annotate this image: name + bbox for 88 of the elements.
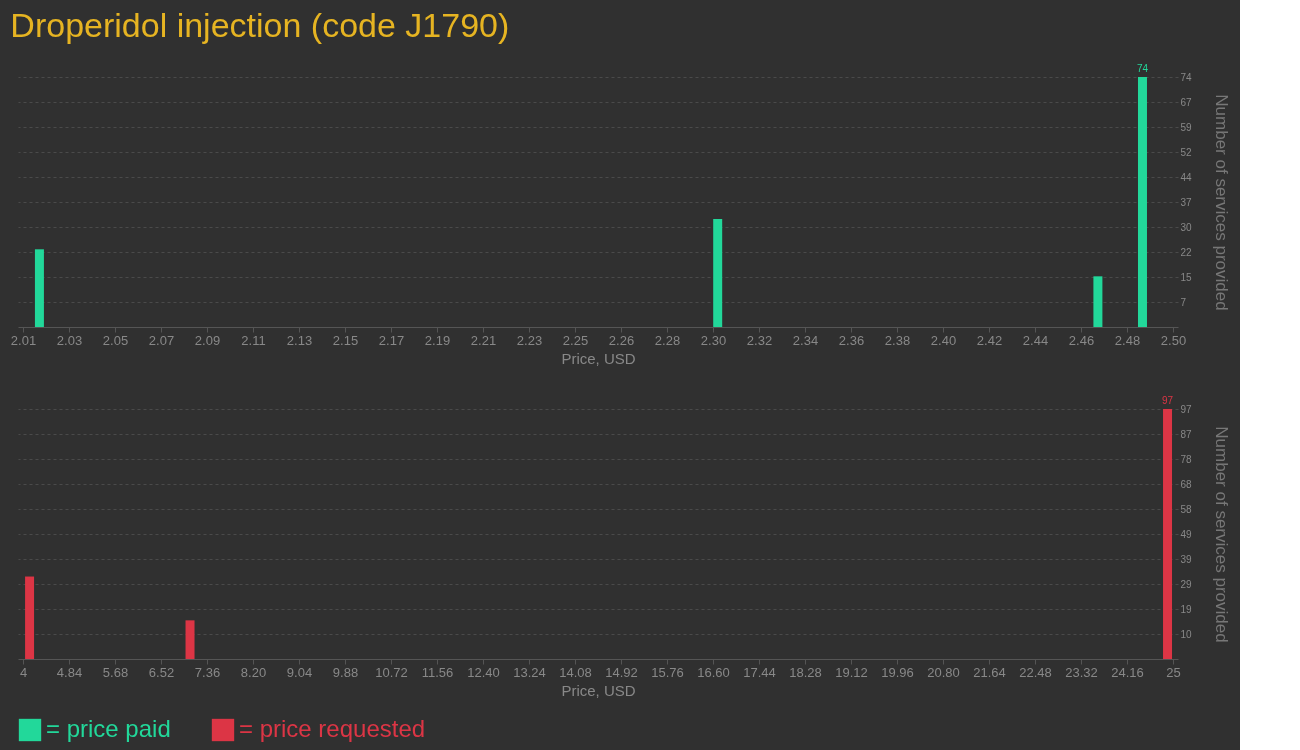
y-tick-label: 30 xyxy=(1180,221,1193,233)
y-tick-label: 44 xyxy=(1180,171,1193,183)
x-tick-label: 11.56 xyxy=(421,664,454,680)
x-tick-label: 2.44 xyxy=(1022,332,1049,348)
y-tick-label: 59 xyxy=(1180,121,1193,133)
x-tick-label: 5.68 xyxy=(102,664,129,680)
x-tick-label: 13.24 xyxy=(513,664,546,680)
y-tick-label: 10 xyxy=(1180,628,1193,640)
x-tick-label: 2.40 xyxy=(930,332,957,348)
bar xyxy=(34,249,44,327)
bar xyxy=(185,620,195,659)
y-tick-label: 19 xyxy=(1180,603,1193,615)
x-tick-label: 2.17 xyxy=(378,332,405,348)
x-tick-label: 2.32 xyxy=(746,332,773,348)
legend-label: = price paid xyxy=(46,715,171,742)
x-tick-label: 14.92 xyxy=(605,664,638,680)
y-tick-label: 74 xyxy=(1180,71,1193,83)
data-label: 74 xyxy=(1136,63,1149,74)
y-tick-label: 67 xyxy=(1180,96,1193,108)
x-tick-label: 10.72 xyxy=(375,664,408,680)
x-tick-label: 2.26 xyxy=(608,332,635,348)
x-tick-label: 2.25 xyxy=(562,332,589,348)
x-tick-label: 4.84 xyxy=(56,664,83,680)
x-tick-label: 2.30 xyxy=(700,332,727,348)
x-tick-label: 2.23 xyxy=(516,332,543,348)
x-tick-label: 18.28 xyxy=(789,664,822,680)
data-label: 97 xyxy=(1161,395,1174,406)
x-tick-label: 23.32 xyxy=(1065,664,1098,680)
x-tick-label: 2.13 xyxy=(286,332,313,348)
x-tick-label: 6.52 xyxy=(148,664,175,680)
x-tick-label: 21.64 xyxy=(973,664,1006,680)
y-tick-label: 97 xyxy=(1180,403,1193,415)
x-tick-label: 14.08 xyxy=(559,664,592,680)
x-tick-label: 2.15 xyxy=(332,332,359,348)
x-tick-label: 7.36 xyxy=(194,664,221,680)
y-tick-label: 78 xyxy=(1180,453,1193,465)
x-tick-label: 2.05 xyxy=(102,332,129,348)
bar xyxy=(1137,77,1147,327)
x-tick-label: 2.21 xyxy=(470,332,497,348)
x-tick-label: 2.36 xyxy=(838,332,865,348)
bar xyxy=(1093,276,1103,327)
x-tick-label: 2.01 xyxy=(10,332,37,348)
y-tick-label: 52 xyxy=(1180,146,1193,158)
x-axis-title: Price, USD xyxy=(561,681,636,699)
y-tick-label: 68 xyxy=(1180,478,1193,490)
legend-label: = price requested xyxy=(239,715,426,742)
y-tick-label: 58 xyxy=(1180,503,1193,515)
x-tick-label: 25 xyxy=(1166,664,1181,680)
x-tick-label: 2.50 xyxy=(1160,332,1187,348)
y-tick-label: 22 xyxy=(1180,246,1193,258)
bar xyxy=(1163,409,1173,659)
x-tick-label: 19.12 xyxy=(835,664,868,680)
x-tick-label: 2.09 xyxy=(194,332,221,348)
x-tick-label: 24.16 xyxy=(1111,664,1144,680)
y-tick-label: 49 xyxy=(1180,528,1193,540)
y-tick-label: 37 xyxy=(1180,196,1193,208)
x-tick-label: 19.96 xyxy=(881,664,914,680)
x-tick-label: 16.60 xyxy=(697,664,730,680)
x-axis-title: Price, USD xyxy=(561,349,636,367)
y-tick-label: 7 xyxy=(1180,296,1187,308)
x-tick-label: 22.48 xyxy=(1019,664,1052,680)
x-tick-label: 2.19 xyxy=(424,332,451,348)
chart-title: Droperidol injection (code J1790) xyxy=(10,6,510,44)
x-tick-label: 2.34 xyxy=(792,332,819,348)
x-tick-label: 4 xyxy=(19,664,28,680)
x-tick-label: 2.28 xyxy=(654,332,681,348)
x-tick-label: 9.88 xyxy=(332,664,359,680)
y-tick-label: 39 xyxy=(1180,553,1193,565)
x-tick-label: 2.46 xyxy=(1068,332,1095,348)
x-tick-label: 20.80 xyxy=(927,664,960,680)
x-tick-label: 17.44 xyxy=(743,664,776,680)
x-tick-label: 2.03 xyxy=(56,332,83,348)
x-tick-label: 12.40 xyxy=(467,664,500,680)
x-tick-label: 8.20 xyxy=(240,664,267,680)
x-tick-label: 2.11 xyxy=(241,332,266,348)
y-tick-label: 15 xyxy=(1180,271,1193,283)
bar xyxy=(25,576,35,659)
x-tick-label: 2.07 xyxy=(148,332,175,348)
x-tick-label: 15.76 xyxy=(651,664,684,680)
x-tick-label: 9.04 xyxy=(286,664,313,680)
y-axis-title: Number of services provided xyxy=(1211,426,1231,643)
y-tick-label: 87 xyxy=(1180,428,1193,440)
x-tick-label: 2.48 xyxy=(1114,332,1141,348)
x-tick-label: 2.38 xyxy=(884,332,911,348)
bar xyxy=(713,218,723,327)
x-tick-label: 2.42 xyxy=(976,332,1003,348)
y-axis-title: Number of services provided xyxy=(1211,94,1231,311)
y-tick-label: 29 xyxy=(1180,578,1193,590)
